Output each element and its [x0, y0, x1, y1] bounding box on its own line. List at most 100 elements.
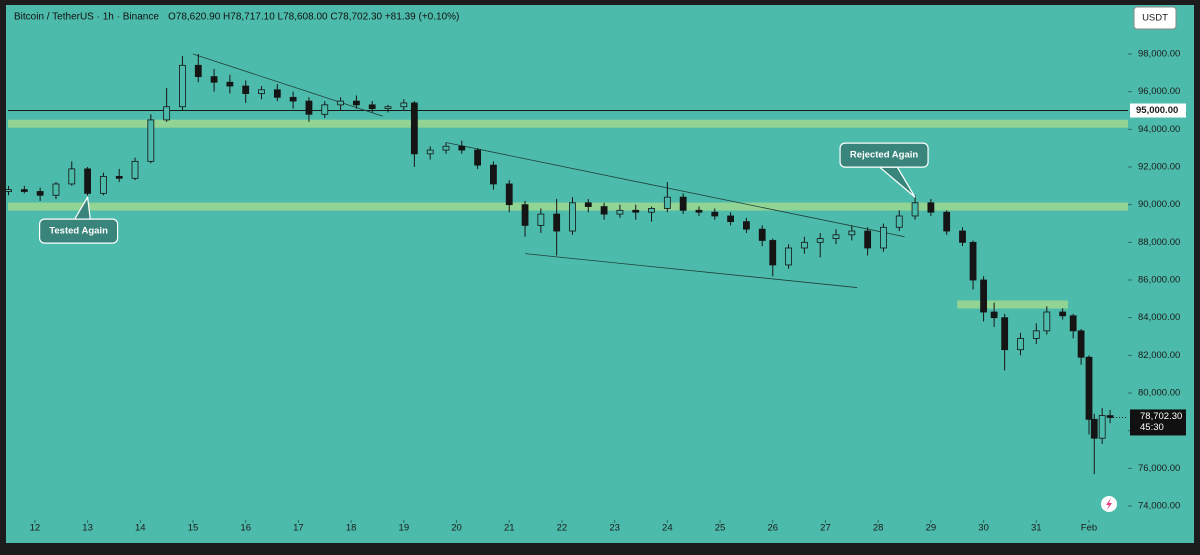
- candle-body: [895, 215, 903, 228]
- x-tick-label: 30: [978, 523, 989, 534]
- candle-body: [115, 176, 123, 179]
- hline-label: 95,000.00: [1136, 105, 1178, 116]
- x-tick-label: 31: [1031, 523, 1042, 534]
- y-tick-label: 84,000.00: [1138, 312, 1180, 323]
- candle-body: [969, 241, 977, 281]
- candle-body: [194, 64, 202, 78]
- candle-body: [1077, 330, 1085, 358]
- candle-body: [210, 76, 218, 83]
- candle-body: [147, 119, 155, 162]
- currency-button[interactable]: [1133, 6, 1177, 30]
- candle-body: [505, 183, 513, 206]
- candle-body: [458, 145, 466, 151]
- candle-body: [648, 208, 655, 213]
- y-tick-label: 82,000.00: [1138, 350, 1180, 361]
- x-tick-label: 14: [135, 523, 146, 534]
- candle-body: [1017, 337, 1024, 351]
- candle-body: [163, 106, 171, 121]
- chart-background: [6, 5, 1194, 543]
- y-tick-label: 86,000.00: [1138, 275, 1180, 286]
- candle-body: [727, 215, 734, 223]
- callout-box: [839, 142, 929, 168]
- candle-body: [337, 100, 344, 106]
- candle-body: [769, 240, 777, 266]
- lightning-glyph: [1106, 498, 1112, 510]
- y-tick-label: 96,000.00: [1138, 86, 1180, 97]
- candle-body: [490, 164, 497, 185]
- callout-text: Rejected Again: [850, 150, 918, 161]
- x-tick-label: 26: [767, 523, 778, 534]
- x-tick-label: 25: [715, 523, 726, 534]
- x-tick-label: 20: [451, 523, 462, 534]
- candle-body: [1032, 330, 1040, 339]
- candle-body: [943, 211, 951, 232]
- callout-box: [38, 218, 119, 244]
- candle-body: [474, 149, 482, 166]
- candle-body: [600, 206, 608, 215]
- candle-body: [426, 149, 434, 155]
- candle-body: [832, 234, 840, 239]
- y-tick-label: 98,000.00: [1138, 49, 1180, 60]
- x-tick-label: 13: [82, 523, 93, 534]
- candle-body: [800, 241, 808, 249]
- y-tick-label: 92,000.00: [1138, 162, 1180, 173]
- last-price-label: 78,702.30: [1140, 411, 1182, 422]
- candle-body: [911, 202, 919, 217]
- candle-body: [785, 247, 792, 266]
- y-tick-label: 88,000.00: [1138, 237, 1180, 248]
- candle-body: [131, 160, 139, 179]
- y-tick-label: 74,000.00: [1138, 501, 1180, 512]
- candle-body: [521, 204, 529, 226]
- candle-body: [569, 202, 576, 232]
- candle-body: [5, 189, 12, 192]
- candle-body: [711, 211, 719, 217]
- candle-body: [663, 196, 671, 209]
- candle-body: [305, 100, 313, 115]
- candle-body: [632, 209, 640, 213]
- candle-body: [980, 279, 987, 313]
- candle-body: [258, 89, 265, 94]
- x-tick-label: 12: [30, 523, 41, 534]
- candle-body: [1098, 415, 1106, 439]
- candle-body: [1069, 315, 1077, 332]
- callout-text: Tested Again: [49, 226, 108, 237]
- candle-body: [99, 176, 107, 194]
- y-tick-label: 90,000.00: [1138, 199, 1180, 210]
- candle-body: [743, 221, 750, 230]
- x-tick-label: 16: [240, 523, 251, 534]
- candle-body: [368, 104, 376, 110]
- candle-body: [273, 89, 281, 98]
- candle-body: [1059, 311, 1067, 317]
- y-tick-label: 94,000.00: [1138, 124, 1180, 135]
- candle-body: [242, 85, 250, 94]
- candle-body: [384, 106, 392, 110]
- x-tick-label: 27: [820, 523, 831, 534]
- x-tick-label: 28: [873, 523, 884, 534]
- candle-body: [68, 168, 76, 185]
- x-tick-label: 21: [504, 523, 515, 534]
- candle-body: [1090, 418, 1098, 439]
- x-tick-label: 23: [609, 523, 620, 534]
- candle-body: [584, 202, 592, 207]
- candle-body: [758, 228, 766, 241]
- candle-body: [816, 238, 824, 243]
- x-tick-label: 15: [188, 523, 199, 534]
- x-tick-label: Feb: [1081, 523, 1097, 534]
- candle-body: [864, 230, 872, 249]
- symbol-title: Bitcoin / TetherUS · 1h · Binance: [14, 12, 159, 23]
- currency-label[interactable]: USDT: [1142, 13, 1168, 24]
- candle-body: [226, 81, 234, 87]
- candle-body: [848, 230, 856, 236]
- candle-body: [84, 168, 91, 194]
- candle-body: [1043, 311, 1051, 332]
- candle-body: [695, 209, 703, 213]
- candle-body: [52, 183, 60, 196]
- hline-label-box: [1130, 103, 1186, 118]
- x-tick-label: 17: [293, 523, 304, 534]
- ohlc-text: O78,620.90 H78,717.10 L78,608.00 C78,702…: [168, 12, 459, 23]
- candle-body: [880, 226, 887, 249]
- candle-body: [616, 209, 624, 215]
- candle-body: [927, 202, 935, 213]
- candle-body: [442, 145, 450, 151]
- y-tick-label: 76,000.00: [1138, 463, 1180, 474]
